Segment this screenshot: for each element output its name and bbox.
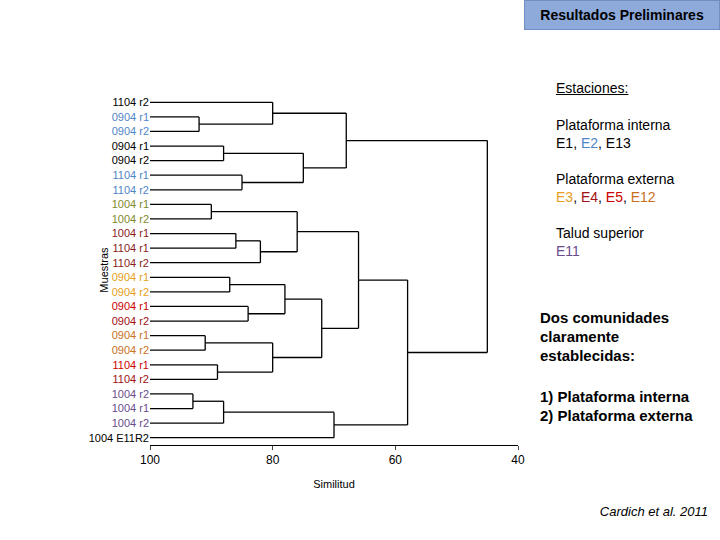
html-text:E3, E4, E5, E12: E3, E4, E5, E12 (556, 189, 656, 205)
svg-text:1004 r1: 1004 r1 (112, 402, 149, 414)
html-text:Cardich et al. 2011: Cardich et al. 2011 (599, 504, 708, 519)
html-text:Plataforma externa: Plataforma externa (556, 171, 675, 187)
svg-text:1004 r2: 1004 r2 (112, 213, 149, 225)
html-text:Plataforma interna: Plataforma interna (556, 117, 671, 133)
html-text:E11: E11 (556, 243, 580, 259)
svg-text:1104 r1: 1104 r1 (113, 242, 150, 254)
svg-text:0904 r2: 0904 r2 (112, 154, 149, 166)
svg-text:Muestras: Muestras (98, 247, 110, 293)
svg-text:1104 r2: 1104 r2 (113, 96, 150, 108)
svg-text:0904 r1: 0904 r1 (112, 300, 149, 312)
html-text:1) Plataforma interna: 1) Plataforma interna (540, 388, 690, 405)
svg-text:0904 r1: 0904 r1 (112, 329, 149, 341)
svg-text:1104 r2: 1104 r2 (113, 184, 150, 196)
html-text:Resultados Preliminares: Resultados Preliminares (540, 7, 704, 23)
svg-text:0904 r2: 0904 r2 (112, 125, 149, 137)
svg-text:1104 r1: 1104 r1 (113, 359, 150, 371)
svg-text:1004 r1: 1004 r1 (112, 227, 149, 239)
html-text:Dos comunidades claramente est: Dos comunidades claramente establecidas: (540, 309, 670, 364)
svg-text:1104 r2: 1104 r2 (113, 257, 150, 269)
svg-text:100: 100 (140, 453, 160, 467)
svg-text:1104 r1: 1104 r1 (113, 169, 150, 181)
svg-text:0904 r2: 0904 r2 (112, 286, 149, 298)
svg-text:0904 r2: 0904 r2 (112, 315, 149, 327)
svg-text:0904 r1: 0904 r1 (112, 140, 149, 152)
svg-text:0904 r2: 0904 r2 (112, 344, 149, 356)
svg-text:1004 r2: 1004 r2 (112, 417, 149, 429)
html-text:Talud superior: Talud superior (556, 225, 644, 241)
svg-text:80: 80 (266, 453, 280, 467)
svg-text:1004 r1: 1004 r1 (112, 198, 149, 210)
svg-text:0904 r1: 0904 r1 (112, 111, 149, 123)
html-text:Estaciones:: Estaciones: (556, 80, 629, 96)
svg-text:Similitud: Similitud (313, 478, 355, 490)
html-text:E1, E2, E13: E1, E2, E13 (556, 135, 631, 151)
html-text:2) Plataforma externa: 2) Plataforma externa (540, 407, 693, 424)
svg-text:1104 r2: 1104 r2 (113, 373, 150, 385)
svg-text:0904 r1: 0904 r1 (112, 271, 149, 283)
svg-text:1004 E11R2: 1004 E11R2 (89, 432, 149, 444)
svg-text:60: 60 (389, 453, 403, 467)
svg-text:1004 r2: 1004 r2 (112, 388, 149, 400)
svg-text:40: 40 (511, 453, 525, 467)
